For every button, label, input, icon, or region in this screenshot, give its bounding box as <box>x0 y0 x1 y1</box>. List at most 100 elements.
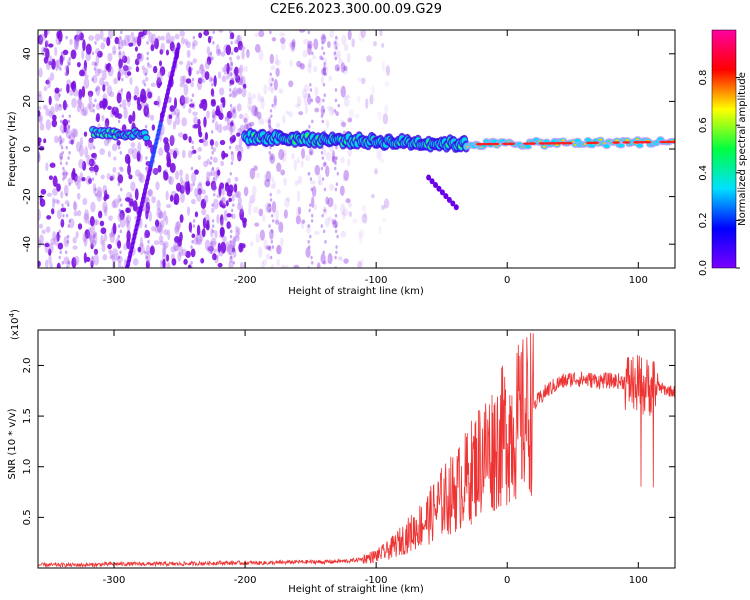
streak-dot <box>210 250 213 255</box>
noise-blob <box>181 248 187 257</box>
noise-blob <box>296 157 300 165</box>
noise-blob <box>197 146 203 152</box>
branch-blob <box>450 200 456 207</box>
noise-blob <box>310 196 315 209</box>
noise-blob <box>181 94 186 104</box>
noise-blob <box>171 258 177 266</box>
noise-blob <box>235 191 242 199</box>
streak-dot <box>309 151 313 155</box>
noise-blob <box>198 32 203 39</box>
noise-blob <box>237 155 242 161</box>
spectrogram-y-label: Frequency (Hz) <box>7 111 18 187</box>
noise-blob <box>66 83 70 94</box>
noise-blob <box>275 219 280 225</box>
noise-blob <box>170 35 175 43</box>
snr-y-label: SNR (10 * v/v) <box>7 408 18 479</box>
noise-blob <box>107 244 112 250</box>
noise-blob <box>212 198 219 210</box>
streak-dot <box>59 88 63 92</box>
noise-blob <box>270 87 275 94</box>
noise-blob <box>147 139 153 148</box>
noise-blob <box>113 77 118 85</box>
noise-blob <box>203 116 207 128</box>
noise-blob <box>201 208 207 216</box>
noise-blob <box>63 256 70 265</box>
colorbar-tick-label: 0.4 <box>698 165 709 181</box>
streak-dot <box>58 93 61 98</box>
streak-dot <box>120 187 123 192</box>
noise-blob <box>106 85 113 97</box>
branch-blob <box>439 189 445 196</box>
noise-blob <box>240 146 244 154</box>
noise-blob <box>331 150 335 162</box>
noise-blob <box>156 95 161 108</box>
noise-blob <box>179 82 185 88</box>
streak-dot <box>309 177 313 181</box>
noise-blob <box>165 32 171 44</box>
streak-dot <box>271 213 274 218</box>
streak-dot <box>231 135 234 139</box>
noise-blob <box>102 184 108 195</box>
streak-dot <box>320 114 324 118</box>
streak-dot <box>307 171 311 176</box>
noise-blob <box>151 196 156 204</box>
streak-dot <box>271 245 275 249</box>
ridge-blob <box>598 138 603 141</box>
noise-blob <box>296 96 302 107</box>
noise-blob <box>165 203 172 209</box>
noise-blob <box>76 141 81 152</box>
noise-blob <box>241 87 247 98</box>
noise-blob <box>331 108 335 115</box>
spectrogram-y-tick-label: -40 <box>22 236 33 252</box>
branch-blob <box>436 185 442 192</box>
noise-blob <box>305 246 311 258</box>
streak-dot <box>120 203 123 207</box>
noise-blob <box>48 110 53 118</box>
noise-blob <box>262 214 266 222</box>
spectrogram-y-tick-label: 0 <box>22 146 33 152</box>
noise-blob <box>378 225 382 234</box>
streak-dot <box>336 234 339 239</box>
streak-dot <box>95 88 98 92</box>
noise-blob <box>174 225 180 235</box>
streak-dot <box>191 145 194 150</box>
streak-dot <box>309 234 312 239</box>
noise-blob <box>97 68 103 74</box>
noise-blob <box>166 156 172 167</box>
streak-dot <box>232 187 235 192</box>
noise-blob <box>129 77 133 86</box>
noise-blob <box>217 71 222 79</box>
noise-blob <box>222 125 228 131</box>
noise-blob <box>152 65 158 74</box>
streak-dot <box>209 51 213 56</box>
noise-blob <box>276 243 281 255</box>
noise-blob <box>162 242 167 255</box>
streak-dot <box>334 255 337 260</box>
streak-dot <box>335 145 338 150</box>
streak-dot <box>232 260 236 265</box>
noise-blob <box>254 43 261 53</box>
spectrogram-y-ticks: -40 -20 0 20 40 <box>22 47 675 252</box>
noise-blob <box>381 204 386 211</box>
noise-blob <box>237 79 243 86</box>
noise-blob <box>160 35 165 41</box>
streak-dot <box>270 156 274 160</box>
noise-blob <box>316 262 321 268</box>
noise-blob <box>222 153 229 158</box>
noise-blob <box>327 41 331 48</box>
colorbar-gradient <box>711 29 737 269</box>
noise-blob <box>234 235 240 242</box>
noise-blob <box>228 184 234 194</box>
noise-blob <box>280 264 285 268</box>
streak-dot <box>68 140 72 145</box>
streak-dot <box>147 114 150 118</box>
noise-blob <box>73 210 78 217</box>
streak-dot <box>321 46 324 50</box>
noise-blob <box>140 88 146 101</box>
noise-blob <box>81 86 86 98</box>
noise-blob <box>139 52 144 62</box>
streak-dot <box>65 145 68 150</box>
noise-blob <box>248 204 252 216</box>
noise-blob <box>45 162 49 171</box>
noise-blob <box>326 105 332 111</box>
